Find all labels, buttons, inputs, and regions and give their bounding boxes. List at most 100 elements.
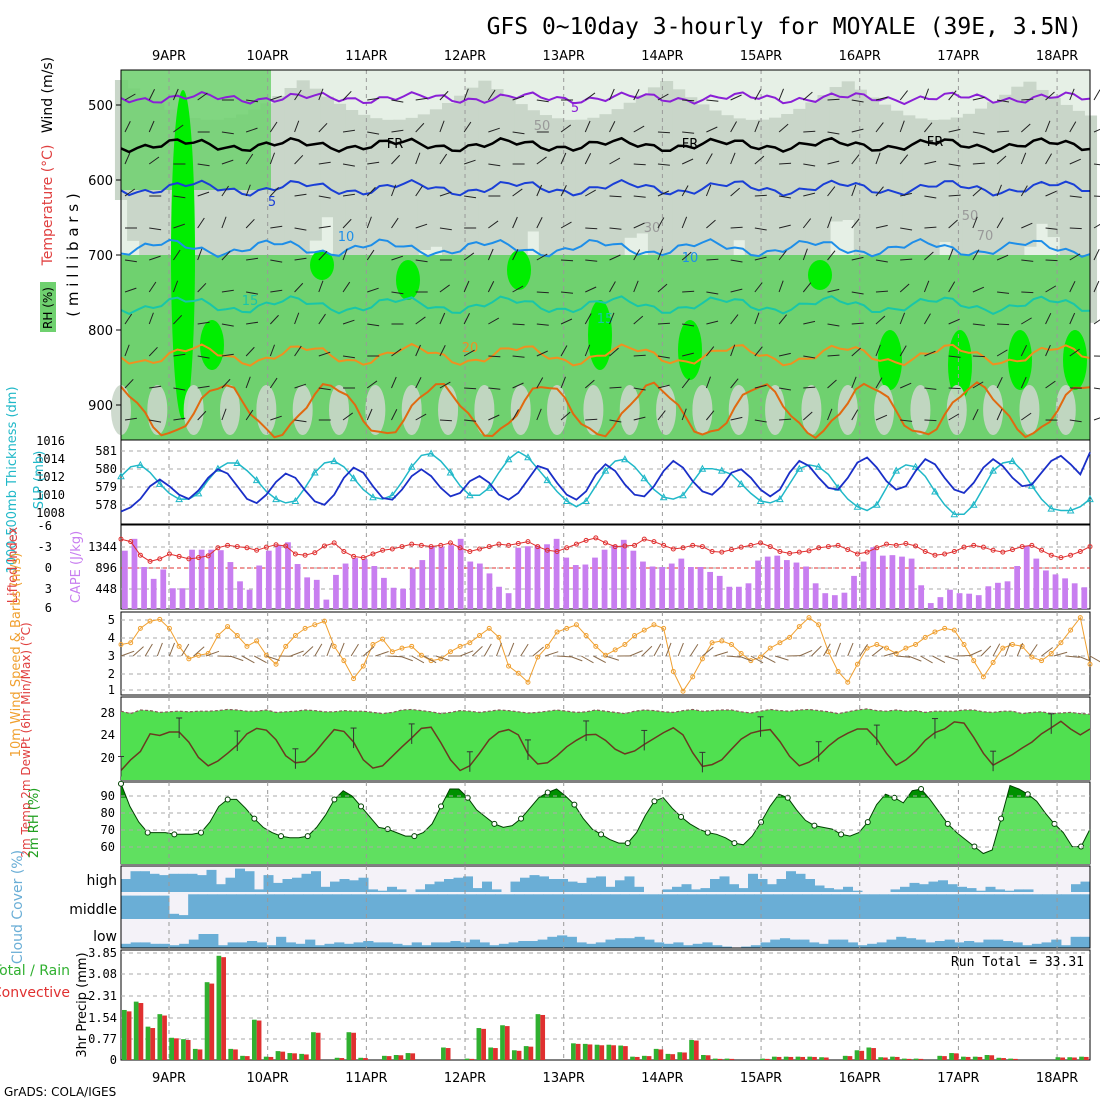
- rh-marker: [118, 780, 124, 787]
- wind-barb: [948, 219, 958, 229]
- thickness-marker: [349, 474, 358, 482]
- thickness-tick: 580: [95, 462, 117, 476]
- wind-speed-marker: [816, 622, 822, 628]
- wind-speed-marker: [951, 627, 957, 633]
- label-10m-wind: 10m Wind Speed & Barbs (m/s): [9, 553, 24, 758]
- wind-barb: [173, 124, 184, 133]
- wind-barb: [1069, 280, 1076, 293]
- wind-barb-10m: [290, 650, 304, 657]
- wind-speed-marker: [283, 643, 289, 649]
- wind-barb-10m: [871, 646, 884, 657]
- wind-barb: [972, 381, 984, 389]
- contour-label: 15: [597, 312, 614, 327]
- wind-barb: [415, 316, 426, 325]
- li-tick: 6: [45, 601, 52, 615]
- wind-speed-marker: [874, 642, 880, 648]
- precip-conv-bar: [812, 1056, 817, 1060]
- rh-cell-mid: [438, 385, 459, 435]
- wind-barb: [318, 351, 331, 357]
- rh-cell-mid: [526, 110, 540, 232]
- cloud-frame: [120, 865, 1091, 949]
- cape-bar: [918, 585, 925, 609]
- wind-barb: [682, 131, 695, 134]
- cloud-cell-middle: [370, 894, 381, 919]
- cloud-cell-middle: [917, 894, 928, 919]
- wind-barb: [754, 346, 763, 357]
- li-marker: [1068, 552, 1074, 558]
- wind-speed-marker: [603, 652, 608, 658]
- li-marker: [816, 545, 822, 551]
- thickness-marker: [1047, 504, 1056, 512]
- cloud-cell-middle: [696, 894, 707, 919]
- cape-bar: [304, 577, 311, 609]
- cloud-cell-low: [876, 942, 888, 948]
- cape-bar: [544, 544, 550, 609]
- cape-bar: [870, 547, 877, 609]
- cloud-cell-low: [799, 939, 810, 948]
- wind-barb: [294, 419, 307, 423]
- cloud-cell-middle: [965, 894, 976, 919]
- cloud-cell-low: [518, 941, 529, 948]
- wind-barb: [778, 250, 787, 261]
- wind-barb: [803, 320, 816, 325]
- wind-speed-marker: [932, 629, 938, 635]
- li-marker: [922, 549, 928, 554]
- wind-barb: [415, 259, 428, 263]
- wind-barb-10m: [823, 643, 831, 657]
- li-marker: [515, 540, 521, 546]
- cloud-cell-middle: [974, 894, 985, 919]
- wind-barb: [706, 126, 718, 133]
- rh-tick: 70: [101, 823, 115, 837]
- thickness-marker: [504, 455, 513, 463]
- slp-tick: 1010: [36, 488, 65, 502]
- cloud-cell-high: [729, 884, 739, 892]
- rh-cell-mid: [865, 97, 880, 291]
- li-marker: [835, 542, 841, 548]
- wind-speed-marker: [709, 640, 715, 646]
- cape-bar: [131, 538, 138, 609]
- wind-barb: [1045, 190, 1057, 197]
- wind-barb: [802, 218, 812, 229]
- cape-bar: [966, 593, 973, 609]
- cape-bar: [208, 549, 215, 609]
- cloud-cell-high: [719, 876, 730, 892]
- cloud-cell-low: [1012, 942, 1023, 948]
- wind-barb: [948, 248, 954, 261]
- wind-barb: [972, 355, 985, 358]
- wind-barb: [269, 186, 279, 197]
- cape-bar: [553, 538, 560, 609]
- wind-barb: [706, 219, 716, 229]
- wind-barb: [245, 346, 255, 357]
- wind-barb: [609, 312, 615, 325]
- date-label-top: 17APR: [937, 49, 979, 64]
- wind-barb: [488, 220, 499, 229]
- thickness-marker: [291, 496, 300, 504]
- li-marker: [990, 547, 996, 553]
- wind-barb-10m: [508, 642, 515, 657]
- wind-barb: [706, 410, 715, 421]
- wind-barb: [245, 409, 254, 421]
- label-cape: CAPE (J/kg): [69, 531, 84, 603]
- wind-barb: [779, 418, 792, 421]
- contour-label: FR: [387, 137, 404, 152]
- cloud-cell-low: [285, 942, 296, 948]
- wind-barb: [996, 184, 1002, 197]
- wind-barb: [246, 291, 259, 295]
- wind-barb: [463, 159, 476, 165]
- cloud-cell-low: [276, 936, 287, 948]
- thickness-marker: [388, 491, 397, 499]
- precip-total-bar: [854, 1050, 860, 1060]
- rh-cell-mid: [583, 385, 604, 435]
- cloud-cell-low: [246, 941, 258, 948]
- wind-barb: [391, 409, 398, 421]
- contour-label: 5: [571, 101, 579, 116]
- wind-barb-10m: [702, 646, 714, 657]
- wind-barb: [972, 96, 985, 101]
- cloud-cell-low: [372, 942, 384, 948]
- li-marker: [864, 549, 870, 555]
- cape-bar: [956, 593, 963, 609]
- rh-marker: [304, 833, 311, 840]
- cloud-cell-low: [653, 942, 665, 948]
- wind-barb: [730, 187, 741, 197]
- wind-barb: [730, 378, 739, 389]
